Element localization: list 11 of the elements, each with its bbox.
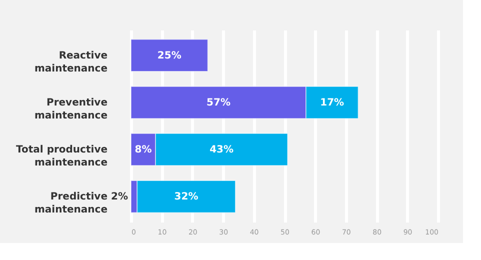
y-tick-label: Preventive maintenance xyxy=(34,97,108,122)
data-label: 57% xyxy=(206,97,230,108)
data-label: 17% xyxy=(320,97,344,108)
y-tick-label: Reactive maintenance xyxy=(34,50,108,74)
y-tick-label: Total productive maintenance xyxy=(16,144,108,169)
data-label: 25% xyxy=(157,50,182,62)
data-label: 32% xyxy=(174,192,198,203)
data-label: 43% xyxy=(210,144,234,156)
data-label: 8% xyxy=(134,144,152,156)
data-label: 2% xyxy=(111,192,128,203)
y-tick-label: Predictive maintenance xyxy=(34,192,108,216)
